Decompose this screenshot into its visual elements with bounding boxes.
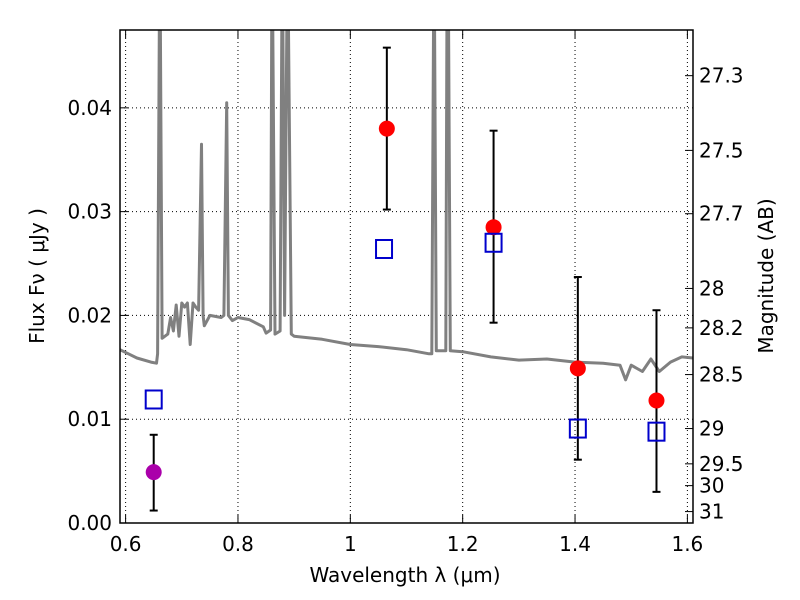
x-tick-label-4: 1.4 bbox=[559, 532, 591, 556]
magnitude-tick-label-4: 28.2 bbox=[699, 316, 744, 340]
observed-limit-point-0 bbox=[145, 464, 162, 481]
magnitude-tick-label-6: 29 bbox=[699, 417, 724, 441]
observed-point-2 bbox=[569, 360, 586, 377]
magnitude-tick-label-8: 30 bbox=[699, 474, 724, 498]
observed-point-3 bbox=[648, 392, 665, 409]
plot-frame bbox=[119, 29, 694, 524]
magnitude-tick-label-7: 29.5 bbox=[699, 452, 744, 476]
model-spectrum-layer bbox=[120, 30, 693, 382]
observed-point-1 bbox=[485, 219, 502, 236]
magnitude-tick-label-0: 27.3 bbox=[699, 64, 744, 88]
axes bbox=[119, 29, 694, 524]
magnitude-tick-label-9: 31 bbox=[699, 500, 724, 524]
y-axis-label: Flux Fν ( μJy ) bbox=[25, 208, 49, 344]
grid-lines bbox=[120, 30, 693, 524]
y-tick-label-2: 0.02 bbox=[67, 303, 112, 327]
model-photometry-point-0 bbox=[144, 389, 163, 410]
model-photometry-point-1 bbox=[375, 238, 394, 259]
model-spectrum-line bbox=[120, 30, 693, 382]
model-photometry-point-2 bbox=[484, 232, 503, 253]
y-tick-label-1: 0.01 bbox=[67, 407, 112, 431]
magnitude-tick-label-3: 28 bbox=[699, 276, 724, 300]
y-tick-label-0: 0.00 bbox=[67, 511, 112, 535]
magnitude-tick-label-5: 28.5 bbox=[699, 363, 744, 387]
x-axis-label: Wavelength λ (μm) bbox=[309, 563, 500, 587]
x-tick-label-2: 1 bbox=[344, 532, 357, 556]
y-axis-right-label: Magnitude (AB) bbox=[754, 198, 778, 353]
x-tick-label-0: 0.6 bbox=[110, 532, 142, 556]
x-tick-label-1: 0.8 bbox=[222, 532, 254, 556]
magnitude-tick-label-2: 27.7 bbox=[699, 202, 744, 226]
observed-point-0 bbox=[378, 120, 395, 137]
y-tick-label-3: 0.03 bbox=[67, 200, 112, 224]
model-photometry-point-3 bbox=[568, 418, 587, 439]
x-tick-label-3: 1.2 bbox=[447, 532, 479, 556]
data-points-layer bbox=[144, 46, 666, 512]
y-tick-label-4: 0.04 bbox=[67, 96, 112, 120]
tick-labels: 0.6 0.8 1 1.2 1.4 1.6 0.00 0.01 0.02 0.03 0.04 27.3… bbox=[67, 64, 743, 556]
model-photometry-point-4 bbox=[647, 421, 666, 442]
magnitude-tick-label-1: 27.5 bbox=[699, 138, 744, 162]
x-tick-label-5: 1.6 bbox=[671, 532, 703, 556]
